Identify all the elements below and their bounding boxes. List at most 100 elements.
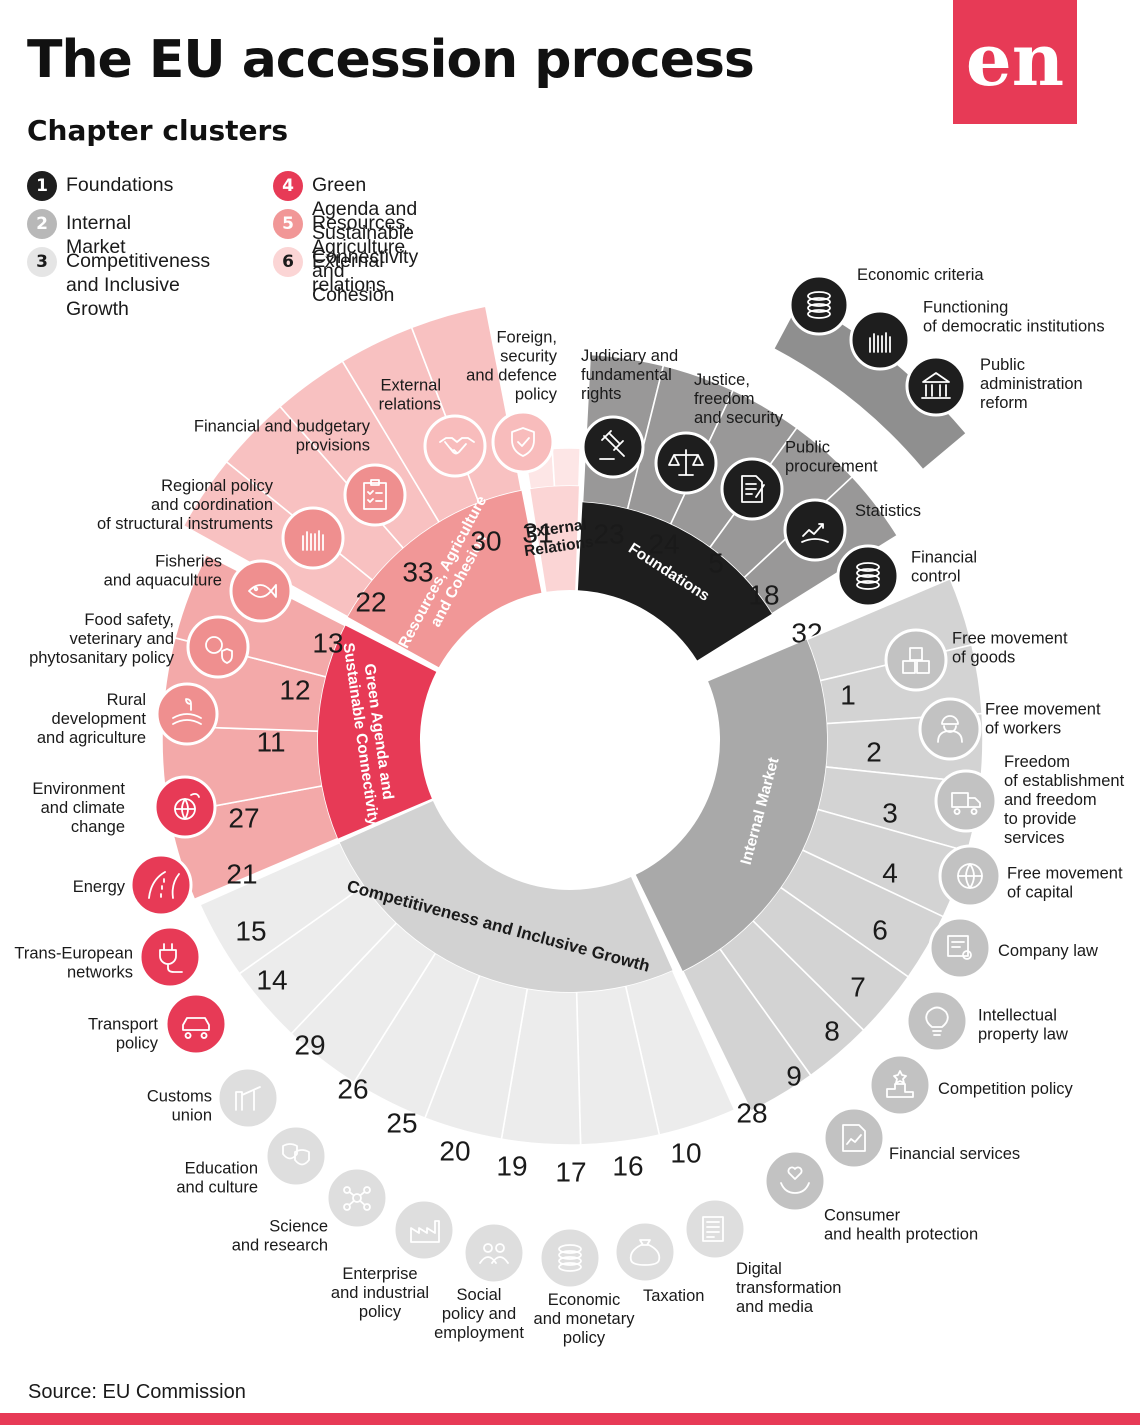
chapter-icon-badge <box>216 1066 280 1130</box>
chapter-number: 5 <box>708 547 724 578</box>
food-safety-icon <box>205 636 233 664</box>
chapter-label: Education and culture <box>176 1160 258 1197</box>
car-icon <box>182 1017 210 1039</box>
chapter-icon-badge <box>229 559 293 623</box>
fundamental-item: Public administration reform <box>905 355 1083 417</box>
chapter-24: 24 Justice, freedom and security <box>648 371 783 559</box>
chapter-number: 28 <box>736 1097 767 1128</box>
cluster-band <box>339 801 673 992</box>
legend-label: External relations <box>312 250 386 296</box>
heart-hands-icon <box>780 1166 810 1194</box>
chapter-label: Economic and monetary policy <box>534 1291 636 1347</box>
institution-icon <box>921 372 951 399</box>
source-note: Source: EU Commission <box>28 1381 246 1403</box>
chapter-number: 18 <box>748 579 779 610</box>
chapter-number: 15 <box>235 915 266 946</box>
chapter-icon-badge <box>763 1149 827 1213</box>
chapter-number: 9 <box>786 1060 802 1091</box>
chapter-number: 31 <box>522 517 553 548</box>
chapter-number: 12 <box>279 674 310 705</box>
chapter-icon-badge <box>928 916 992 980</box>
chapter-label: Financial services <box>889 1145 1020 1163</box>
chapter-6: 6 Company law <box>872 914 1098 980</box>
chapter-30: 30 External relations <box>379 377 502 557</box>
chapter-number: 1 <box>840 679 856 710</box>
chapter-number: 16 <box>612 1150 643 1181</box>
chapter-label: Free movement of goods <box>952 630 1068 667</box>
chapter-number: 19 <box>496 1150 527 1181</box>
chapter-number: 27 <box>228 802 259 833</box>
certificate-icon <box>947 935 972 960</box>
plug-icon <box>159 943 183 973</box>
legend-label: Green Agenda and Sustainable Connectivit… <box>312 174 419 268</box>
cluster-internal: 1 Free movement of goods 2 Free movement of w… <box>635 577 1125 1244</box>
chapter-26: 26 Education and culture <box>176 1073 368 1196</box>
delivery-truck-icon <box>951 792 981 815</box>
chapter-label: Justice, freedom and security <box>694 371 784 427</box>
chapter-number: 10 <box>670 1137 701 1168</box>
legend-label: Foundations <box>66 174 174 196</box>
chapter-18: 18 Statistics <box>748 498 921 610</box>
chapter-number: 2 <box>866 736 882 767</box>
coins-icon <box>856 562 880 590</box>
shield-icon <box>511 427 535 457</box>
chapter-icon-badge <box>343 463 407 527</box>
legend-label: Resources, Agriculture and Cohesion <box>312 212 411 306</box>
chapter-5: 5 Public procurement <box>708 439 878 579</box>
cluster-band <box>347 490 542 668</box>
legend-badge: 5 <box>273 209 303 239</box>
chapter-icon-badge <box>129 853 193 917</box>
chapter-8: 8 Competition policy <box>824 1015 1074 1117</box>
newspaper-icon <box>702 1216 724 1242</box>
chapter-label: Enterprise and industrial policy <box>331 1265 429 1321</box>
chapter-22: 22 Regional policy and coordination of stru… <box>97 477 387 617</box>
chapter-label: Free movement of workers <box>985 701 1101 738</box>
legend-item-resources: 5 Resources, Agriculture and Cohesion <box>273 209 411 307</box>
chapter-label: Trans-European networks <box>14 945 133 982</box>
chapter-28: 28 Consumer and health protection <box>736 1097 978 1243</box>
fundamental-icon-badge <box>849 309 911 371</box>
chapter-label: Food safety, veterinary and phytosanitary … <box>29 611 175 667</box>
chapter-number: 29 <box>294 1029 325 1060</box>
chapter-label: Financial control <box>911 549 977 586</box>
chapter-label: Energy <box>73 878 126 896</box>
chapter-12: 12 Food safety, veterinary and phytosanitar… <box>29 611 311 705</box>
fundamental-label: Economic criteria <box>857 266 984 284</box>
fish-icon <box>248 584 277 598</box>
chapter-icon-badge <box>281 506 345 570</box>
chapter-20: 20 Enterprise and industrial policy <box>331 1135 471 1321</box>
chapter-label: Digital transformation and media <box>736 1260 841 1316</box>
fundamental-label: Public administration reform <box>980 356 1083 412</box>
chapter-number: 17 <box>555 1156 586 1187</box>
legend-badge: 6 <box>273 247 303 277</box>
chapter-number: 6 <box>872 914 888 945</box>
page-subtitle: Chapter clusters <box>27 114 288 147</box>
chapter-2: 2 Free movement of workers <box>866 697 1101 767</box>
chapter-icon-badge <box>836 544 900 608</box>
legend-item-green-agenda: 4 Green Agenda and Sustainable Connectiv… <box>273 171 418 269</box>
chapter-label: Consumer and health protection <box>824 1207 978 1244</box>
chapter-icon-badge <box>164 992 228 1056</box>
chapter-icon-badge <box>905 989 969 1053</box>
chapter-number: 7 <box>850 971 866 1002</box>
chapter-icon-badge <box>613 1220 677 1284</box>
wheel-center <box>462 632 678 848</box>
scales-icon <box>668 449 704 476</box>
chapter-icon-badge <box>491 410 555 474</box>
chapter-15: 15 Energy <box>73 878 267 989</box>
fundamental-item: Functioning of democratic institutions <box>849 299 1105 371</box>
chapter-icon-badge <box>683 1197 747 1261</box>
chapter-number: 8 <box>824 1015 840 1046</box>
legend-item-competitiveness: 3 Competitiveness and Inclusive Growth <box>27 247 210 321</box>
finance-report-icon <box>842 1124 866 1152</box>
chapter-label: Environment and climate change <box>32 780 125 836</box>
cluster-external: 30 External relations 31 Foreign, security and… <box>379 329 595 592</box>
chapter-label: Competition policy <box>938 1080 1074 1098</box>
chapter-number: 23 <box>593 518 624 549</box>
barrier-icon <box>235 1086 261 1111</box>
fundamental-item: Economic criteria <box>788 266 984 336</box>
cluster-band <box>577 502 772 661</box>
chapter-label: Free movement of capital <box>1007 865 1123 902</box>
